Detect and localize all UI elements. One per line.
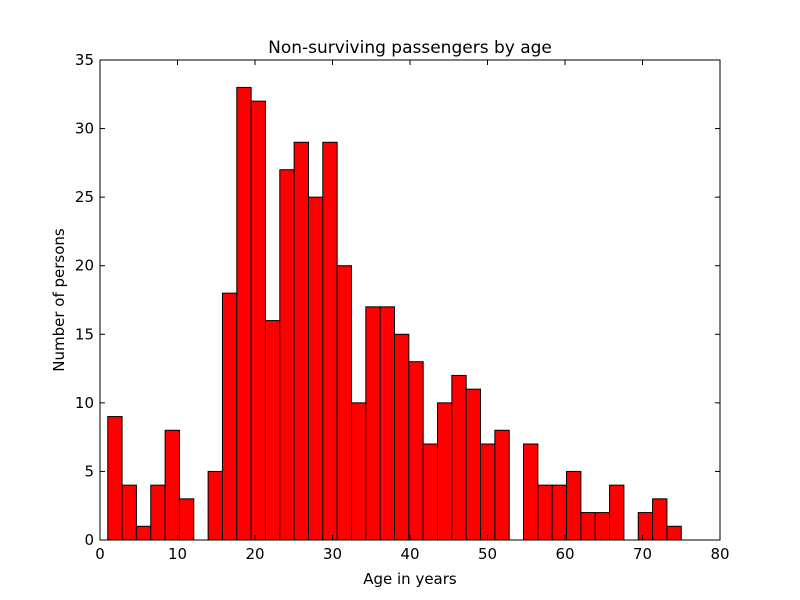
histogram-bar — [637, 512, 654, 541]
histogram-bar — [437, 402, 453, 541]
histogram-bar — [250, 100, 266, 541]
ticks-group: 0 10 20 30 40 50 60 70 80 0 5 10 15 20 25 30 35 — [75, 51, 730, 563]
histogram-bar — [494, 429, 510, 541]
histogram-bar — [293, 141, 309, 541]
histogram-bar — [164, 429, 180, 541]
bars-group — [107, 86, 682, 541]
histogram-bar — [336, 265, 352, 541]
histogram-bar — [551, 484, 568, 541]
histogram-bar — [236, 86, 252, 541]
histogram-bar — [221, 292, 238, 541]
y-tick-label: 25 — [75, 188, 94, 206]
y-tick-label: 0 — [84, 531, 94, 549]
histogram-bar — [451, 374, 467, 541]
y-tick-label: 15 — [75, 325, 94, 343]
x-tick-label: 80 — [710, 545, 729, 563]
chart-title: Non-surviving passengers by age — [268, 38, 552, 58]
y-tick-label: 10 — [75, 394, 94, 412]
x-tick-label: 30 — [323, 545, 342, 563]
histogram-bar — [408, 361, 424, 541]
x-tick-label: 40 — [400, 545, 419, 563]
y-tick-label: 20 — [75, 257, 94, 275]
x-tick-label: 60 — [555, 545, 574, 563]
histogram-bar — [178, 498, 195, 541]
histogram-bar — [523, 443, 539, 541]
histogram-bar — [580, 512, 596, 541]
histogram-bar — [666, 525, 682, 541]
histogram-bar — [264, 320, 281, 541]
x-tick-label: 20 — [245, 545, 264, 563]
x-tick-label: 0 — [95, 545, 105, 563]
histogram-bar — [365, 306, 381, 541]
histogram-bar — [279, 169, 295, 541]
histogram-bar — [537, 484, 553, 541]
x-tick-label: 70 — [633, 545, 652, 563]
histogram-bar — [652, 498, 668, 541]
histogram-bar — [322, 141, 338, 541]
histogram-bar — [121, 484, 137, 541]
histogram-bar — [609, 484, 625, 541]
x-tick-label: 10 — [168, 545, 187, 563]
x-tick-label: 50 — [478, 545, 497, 563]
x-axis-label: Age in years — [363, 570, 457, 588]
histogram-bar — [207, 470, 223, 541]
histogram-bar — [150, 484, 166, 541]
y-tick-label: 5 — [84, 462, 94, 480]
y-tick-label: 35 — [75, 51, 94, 69]
histogram-bar — [480, 443, 496, 541]
y-tick-label: 30 — [75, 120, 94, 138]
histogram-bar — [394, 333, 410, 541]
y-axis-label: Number of persons — [50, 228, 68, 372]
histogram-bar — [594, 512, 611, 541]
histogram-bar — [135, 525, 152, 541]
histogram-bar — [422, 443, 439, 541]
histogram-bar — [107, 416, 123, 541]
histogram-bar — [307, 196, 324, 541]
histogram-bar — [465, 388, 482, 541]
histogram-bar — [350, 402, 367, 541]
histogram-bar — [379, 306, 396, 541]
histogram-bar — [566, 470, 582, 541]
